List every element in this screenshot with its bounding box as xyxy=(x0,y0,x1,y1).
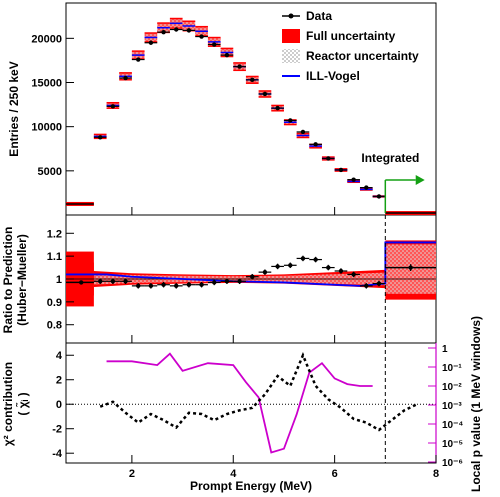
ratio-integrated-point xyxy=(408,265,413,270)
ratio-ytick-label: 0.8 xyxy=(47,320,62,332)
xtick-label: 6 xyxy=(332,468,338,480)
ratio-panel: 0.8 0.9 1 1.1 1.2 xyxy=(47,215,436,343)
chi2-ytick-label: -2 xyxy=(52,424,62,436)
ratio-data-point xyxy=(288,263,293,268)
ratio-ylabel-line2: (Huber−Mueller) xyxy=(15,234,29,326)
spectrum-data-point xyxy=(212,42,217,47)
spectrum-data-point xyxy=(148,40,154,45)
legend-label: Full uncertainty xyxy=(306,29,396,43)
ratio-data-point xyxy=(275,264,280,269)
xtick-label: 4 xyxy=(230,468,237,480)
right-axis-tick-label: 10⁻³ xyxy=(442,401,462,412)
spectrum-data-point xyxy=(123,75,128,81)
spectrum-data-point xyxy=(98,135,103,140)
ratio-data-point xyxy=(364,283,369,289)
right-axis-label: Local p value (1 MeV windows) xyxy=(469,316,483,492)
spectrum-ytick-label: 20000 xyxy=(31,33,62,45)
ratio-data-point xyxy=(237,279,242,284)
ratio-ytick-label: 1 xyxy=(56,274,62,286)
right-axis-tick-label: 10⁻⁵ xyxy=(442,439,463,450)
ratio-data-point xyxy=(174,283,179,289)
spectrum-data-point xyxy=(275,105,280,111)
spectrum-data-point xyxy=(262,91,268,97)
chi2-ytick-label: -4 xyxy=(52,448,63,460)
ratio-data-point xyxy=(199,282,204,287)
ratio-data-point xyxy=(148,283,154,289)
ratio-ylabel-line1: Ratio to Prediction xyxy=(1,227,15,334)
xtick-label: 2 xyxy=(129,468,135,480)
spectrum-data-point xyxy=(338,167,344,173)
ratio-data-point xyxy=(351,272,356,277)
spectrum-data-point xyxy=(351,177,356,182)
ratio-data-point xyxy=(212,280,217,285)
spectrum-data-point xyxy=(237,64,242,69)
ratio-data-point xyxy=(300,256,306,261)
ratio-data-point xyxy=(110,279,116,284)
ratio-integrated-unc-bottom xyxy=(385,293,436,300)
right-axis-tick-label: 10⁻² xyxy=(442,382,462,393)
right-axis-tick-label: 10⁻⁶ xyxy=(442,458,463,469)
ratio-ytick-label: 1.1 xyxy=(47,251,62,263)
chi2-panel: -4 -2 0 2 4 1 10⁻¹ 10⁻² 10⁻³ 10⁻⁴ 10⁻⁵ 10⁻⁶ 2 4 6 8 xyxy=(52,207,463,480)
spectrum-data-point xyxy=(186,28,192,33)
spectrum-data-point xyxy=(364,185,369,190)
spectrum-data-point xyxy=(250,77,255,83)
chi2-ytick-label: 0 xyxy=(56,399,62,411)
spectrum-data-point xyxy=(110,104,116,109)
chi2-ytick-label: 2 xyxy=(56,375,62,387)
legend-label: Data xyxy=(306,9,332,23)
ratio-ill-vogel-line xyxy=(66,241,436,287)
ratio-data-point xyxy=(123,279,128,284)
legend-swatch-reactor-unc xyxy=(282,49,300,63)
ratio-data-point xyxy=(250,274,255,279)
ratio-data-point xyxy=(136,283,141,289)
right-axis-tick-label: 10⁻⁴ xyxy=(442,420,463,431)
spectrum-data-point xyxy=(376,194,382,199)
legend-swatch-data-marker xyxy=(288,13,294,19)
integrated-annotation: Integrated xyxy=(361,151,419,165)
spectrum-ylabel: Entries / 250 keV xyxy=(7,61,21,156)
spectrum-data-point xyxy=(174,27,179,32)
chi2-ytick-label: 4 xyxy=(56,350,63,362)
ratio-data-point xyxy=(186,282,192,287)
spectrum-panel: Integrated 5000 10000 15000 20000 Data Full un… xyxy=(31,9,436,216)
right-axis-tick-label: 10⁻¹ xyxy=(442,363,462,374)
ratio-data-point xyxy=(161,282,166,287)
right-axis-tick-label: 1 xyxy=(442,344,448,355)
spectrum-data-point xyxy=(326,156,331,161)
xlabel: Prompt Energy (MeV) xyxy=(190,479,312,493)
ratio-data-point xyxy=(313,257,318,262)
spectrum-data-point xyxy=(313,142,318,147)
legend-label: ILL-Vogel xyxy=(306,69,360,83)
spectrum-ytick-label: 5000 xyxy=(38,166,62,178)
ratio-data-point xyxy=(376,281,382,286)
xtick-label: 8 xyxy=(433,468,439,480)
spectrum-data-point xyxy=(199,34,204,39)
chi2-line xyxy=(99,351,418,432)
spectrum-data-point xyxy=(224,52,230,58)
legend-label: Reactor uncertainty xyxy=(306,49,419,63)
spectrum-ytick-label: 15000 xyxy=(31,78,62,90)
ratio-low-bin-point xyxy=(79,280,84,285)
ratio-data-point xyxy=(262,269,268,275)
ratio-data-point xyxy=(326,265,331,270)
p-value-line xyxy=(106,352,373,454)
chi2-ylabel-line2: ( χ̃ᵢ ) xyxy=(15,392,30,415)
ratio-ytick-label: 1.2 xyxy=(47,228,62,240)
ratio-data-point xyxy=(98,279,103,284)
spectrum-data-point xyxy=(161,29,166,35)
spectrum-data-point xyxy=(136,57,141,62)
ratio-ytick-label: 0.9 xyxy=(47,297,62,309)
spectrum-data-point xyxy=(300,129,306,135)
chi2-ylabel-line1: χ² contribution xyxy=(1,362,15,446)
spectrum-ytick-label: 10000 xyxy=(31,122,62,134)
spectrum-data-point xyxy=(288,118,293,123)
legend-swatch-full-unc xyxy=(282,29,300,43)
ratio-data-point xyxy=(224,279,230,284)
ratio-data-point xyxy=(338,268,344,274)
integrated-arrow-head xyxy=(415,175,425,185)
